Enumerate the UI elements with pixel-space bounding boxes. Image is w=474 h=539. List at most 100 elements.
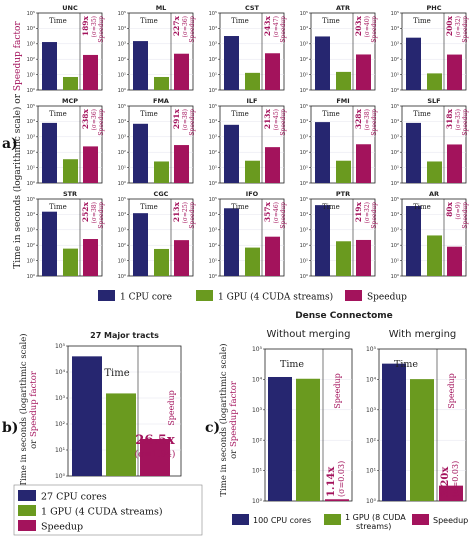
gpu-bar xyxy=(336,71,351,90)
speedup-bar xyxy=(265,147,280,183)
speedup-value: 213x xyxy=(172,201,181,222)
cpu-bar xyxy=(406,206,421,276)
time-label: Time xyxy=(231,203,249,211)
tract-name: CST xyxy=(245,4,260,12)
y-tick-label: 10² xyxy=(27,243,35,249)
y-tick-label: 10¹ xyxy=(209,165,217,171)
y-tick-label: 10⁵ xyxy=(391,197,399,203)
legend-label: 1 GPU (4 CUDA streams) xyxy=(41,507,163,518)
time-label: Time xyxy=(231,17,249,25)
subplot-with-merging: With merging 10⁰ 10¹ 10² 10³ 10⁴ 10⁵ Time 3.20x(… xyxy=(366,329,467,505)
tract-name: FMI xyxy=(336,97,349,105)
gpu-bar xyxy=(154,76,169,90)
panel-b-legend: 27 CPU cores 1 GPU (4 CUDA streams) Speedu… xyxy=(13,484,203,536)
time-label: Time xyxy=(104,368,129,379)
gpu-bar xyxy=(154,161,169,183)
gpu-bar xyxy=(427,73,442,90)
y-tick-label: 10⁵ xyxy=(300,11,308,17)
time-label: Time xyxy=(140,203,158,211)
panel-b-ylabel-2: or Speedup factor xyxy=(29,370,39,449)
speedup-sigma: (σ=46) xyxy=(273,202,280,223)
subplot-fmi: 10⁰ 10¹ 10² 10³ 10⁴ 10⁵ FMI Time 328x (σ=38) Speed… xyxy=(300,97,378,187)
panel-a-ylabel: Time in seconds (logarithmic scale) or S… xyxy=(12,21,23,269)
y-tick-label: 10⁰ xyxy=(391,88,399,94)
gpu-bar xyxy=(63,248,78,276)
cpu-bar xyxy=(42,42,57,90)
y-tick-label: 10⁴ xyxy=(391,212,399,218)
tract-name: ILF xyxy=(246,97,257,105)
panel-b-ylabel: Time in seconds (logarithmic scale) xyxy=(18,333,29,486)
tract-name: AR xyxy=(429,190,439,198)
speedup-sigma: (σ=36) xyxy=(91,109,98,130)
subplot-ptr: 10⁰ 10¹ 10² 10³ 10⁴ 10⁵ PTR Time 219x (σ=32) Speed… xyxy=(300,190,378,280)
y-tick-label: 10⁰ xyxy=(366,498,377,505)
y-tick-label: 10⁴ xyxy=(300,212,308,218)
y-tick-label: 10⁰ xyxy=(209,88,217,94)
speedup-label: Speedup xyxy=(333,373,342,408)
y-tick-label: 10⁵ xyxy=(55,343,66,350)
y-tick-label: 10³ xyxy=(252,407,263,414)
y-tick-label: 10⁵ xyxy=(366,346,377,353)
speedup-value: 80x xyxy=(445,201,454,216)
legend-label: Speedup xyxy=(367,293,407,303)
time-label: Time xyxy=(280,359,304,370)
cpu-bar xyxy=(133,213,148,276)
speedup-label: Speedup xyxy=(98,16,105,43)
legend-swatch xyxy=(18,505,36,516)
panel-c-letter: c) xyxy=(205,420,220,436)
y-tick-label: 10⁴ xyxy=(27,26,35,32)
ylabel-colored: Speedup factor xyxy=(13,21,23,92)
subplot-ar: 10⁰ 10¹ 10² 10³ 10⁴ 10⁵ AR Time 80x (σ=9) Speedup xyxy=(391,190,469,280)
y-tick-label: 10³ xyxy=(209,228,217,234)
ylabel-colored: Speedup factor xyxy=(229,380,239,447)
tract-name: PTR xyxy=(336,190,350,198)
gpu-bar xyxy=(245,72,260,90)
speedup-bar xyxy=(447,144,462,183)
speedup-label: Speedup xyxy=(280,202,287,229)
speedup-value: 3.20x xyxy=(440,466,451,497)
subplot-ml: 10⁰ 10¹ 10² 10³ 10⁴ 10⁵ ML Time 227x (σ=36) Speedu… xyxy=(118,4,196,94)
subplot-fma: 10⁰ 10¹ 10² 10³ 10⁴ 10⁵ FMA Time 291x (σ=38) Speed… xyxy=(118,97,196,187)
y-tick-label: 10⁴ xyxy=(55,369,66,376)
y-tick-label: 10¹ xyxy=(391,165,399,171)
speedup-value: 203x xyxy=(354,15,363,36)
legend-swatch xyxy=(18,520,36,531)
y-tick-label: 10⁰ xyxy=(300,88,308,94)
y-tick-label: 10⁰ xyxy=(27,181,35,187)
time-label: Time xyxy=(413,203,431,211)
cpu-bar xyxy=(224,208,239,276)
legend-label: Speedup xyxy=(41,522,83,533)
panel-c-ylabel: Time in seconds (logarithmic scale) xyxy=(218,343,229,496)
y-tick-label: 10⁵ xyxy=(118,104,126,110)
speedup-bar xyxy=(83,239,98,276)
speedup-value: 1.14x xyxy=(326,466,337,497)
panel-b-letter: b) xyxy=(2,420,18,436)
speedup-sigma: (σ=35) xyxy=(455,109,462,130)
subplot-mcp: 10⁰ 10¹ 10² 10³ 10⁴ 10⁵ MCP Time 238x (σ=36) Speed… xyxy=(27,97,105,187)
y-tick-label: 10⁵ xyxy=(391,11,399,17)
speedup-sigma: (σ=38) xyxy=(91,202,98,223)
legend-label: 1 GPU (8 CUDA streams) xyxy=(345,513,406,531)
y-tick-label: 10⁴ xyxy=(118,212,126,218)
gpu-bar xyxy=(63,159,78,183)
y-tick-label: 10³ xyxy=(391,42,399,48)
y-tick-label: 10¹ xyxy=(118,165,126,171)
ylabel-black: Time in seconds (logarithmic scale) xyxy=(218,343,229,496)
y-tick-label: 10¹ xyxy=(366,468,377,475)
y-tick-label: 10⁴ xyxy=(391,119,399,125)
subplot-str: 10⁰ 10¹ 10² 10³ 10⁴ 10⁵ STR Time 252x (σ=38) Speed… xyxy=(27,190,105,280)
y-tick-label: 10⁰ xyxy=(27,88,35,94)
speedup-sigma: (σ=38) xyxy=(364,109,371,130)
y-tick-label: 10⁰ xyxy=(55,473,66,480)
y-tick-label: 10⁴ xyxy=(209,119,217,125)
subplot-cst: 10⁰ 10¹ 10² 10³ 10⁴ 10⁵ CST Time 243x (σ=47) Speed… xyxy=(209,4,287,94)
y-tick-label: 10² xyxy=(300,57,308,63)
cpu-bar xyxy=(315,122,330,183)
speedup-value: 328x xyxy=(354,108,363,129)
y-tick-label: 10² xyxy=(300,243,308,249)
gpu-bar xyxy=(336,241,351,276)
time-label: Time xyxy=(49,110,67,118)
y-tick-label: 10⁵ xyxy=(209,197,217,203)
y-tick-label: 10² xyxy=(391,243,399,249)
time-label: Time xyxy=(140,17,158,25)
